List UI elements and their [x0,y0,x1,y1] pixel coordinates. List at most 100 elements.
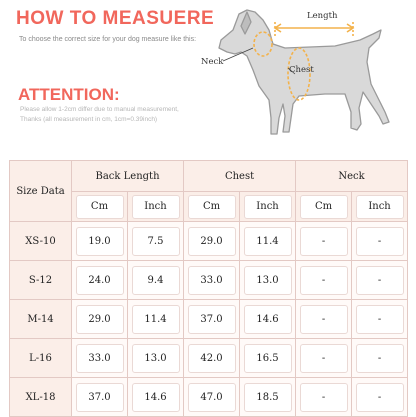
neck-cm-header: Cm [299,194,348,219]
back-length-cm-value: 37.0 [75,382,124,412]
unit-header: Cm [71,191,128,222]
neck-inch-value: - [355,382,404,412]
neck-inch-header: Inch [355,194,404,219]
neck-cm-value: - [299,226,348,256]
attention-note: Please allow 1-2cm differ due to manual … [20,105,220,125]
back-length-cm-header: Cm [75,194,124,219]
size-label: L-16 [9,338,72,378]
size-label: XS-10 [9,221,72,261]
chest-inch-value: 13.0 [243,265,292,295]
size-label: S-12 [9,260,72,300]
table-cell: 33.0 [183,260,241,300]
table-cell: - [295,299,353,339]
chest-cm-value: 37.0 [187,304,236,334]
chest-inch-value: 18.5 [243,382,292,412]
attention-note-line-1: Please allow 1-2cm differ due to manual … [20,106,179,113]
table-row: XS-10 19.0 7.5 29.0 11.4 - - [9,221,409,261]
table-cell: 47.0 [183,377,241,417]
chest-cm-value: 29.0 [187,226,236,256]
measure-instructions: To choose the correct size for your dog … [19,36,197,43]
table-cell: 37.0 [71,377,128,417]
table-cell: 29.0 [183,221,241,261]
unit-header: Inch [239,191,297,222]
back-length-inch-value: 9.4 [131,265,180,295]
neck-cm-value: - [299,265,348,295]
size-chart-table: Size Data Back Length Chest Neck Cm Inch… [9,160,409,417]
size-label: XL-18 [9,377,72,417]
neck-inch-value: - [355,226,404,256]
table-cell: 42.0 [183,338,241,378]
table-cell: 9.4 [127,260,185,300]
neck-header: Neck [295,160,409,192]
neck-cm-value: - [299,343,348,373]
table-cell: 37.0 [183,299,241,339]
measurement-leaders [222,47,296,75]
page-title: HOW TO MEASUERE [16,8,215,29]
unit-header: Cm [295,191,353,222]
table-cell: 19.0 [71,221,128,261]
back-length-cm-value: 33.0 [75,343,124,373]
table-cell: - [295,338,353,378]
chest-inch-value: 16.5 [243,343,292,373]
table-row: M-14 29.0 11.4 37.0 14.6 - - [9,299,409,339]
size-label: M-14 [9,299,72,339]
table-cell: 13.0 [239,260,297,300]
dog-illustration [218,9,390,135]
chest-measure-loop [287,47,311,101]
table-cell: 24.0 [71,260,128,300]
back-length-cm-value: 29.0 [75,304,124,334]
chest-cm-value: 47.0 [187,382,236,412]
table-cell: 29.0 [71,299,128,339]
back-length-header: Back Length [71,160,185,192]
table-cell: - [351,338,409,378]
chest-cm-value: 42.0 [187,343,236,373]
neck-cm-value: - [299,304,348,334]
table-cell: 16.5 [239,338,297,378]
table-cell: 13.0 [127,338,185,378]
neck-measure-loop [253,31,273,57]
measurement-arrows [253,22,355,101]
table-unit-header-row: Cm Inch Cm Inch Cm Inch [10,191,409,222]
table-cell: 14.6 [127,377,185,417]
table-row: S-12 24.0 9.4 33.0 13.0 - - [9,260,409,300]
neck-cm-value: - [299,382,348,412]
back-length-inch-value: 14.6 [131,382,180,412]
chest-inch-header: Inch [243,194,292,219]
table-cell: - [351,299,409,339]
dog-measurement-diagram: Length Neck Chest [201,9,390,135]
back-length-inch-value: 7.5 [131,226,180,256]
attention-heading: ATTENTION: [18,85,120,104]
chest-inch-value: 14.6 [243,304,292,334]
table-cell: 7.5 [127,221,185,261]
unit-header: Cm [183,191,241,222]
chest-cm-header: Cm [187,194,236,219]
table-cell: - [295,221,353,261]
chest-header: Chest [183,160,297,192]
neck-label: Neck [201,57,224,67]
neck-inch-value: - [355,343,404,373]
table-cell: - [295,377,353,417]
table-row: XL-18 37.0 14.6 47.0 18.5 - - [9,377,409,417]
table-cell: 11.4 [239,221,297,261]
back-length-cm-value: 24.0 [75,265,124,295]
back-length-cm-value: 19.0 [75,226,124,256]
table-row: L-16 33.0 13.0 42.0 16.5 - - [9,338,409,378]
table-cell: - [351,221,409,261]
back-length-inch-value: 11.4 [131,304,180,334]
chest-inch-value: 11.4 [243,226,292,256]
chest-cm-value: 33.0 [187,265,236,295]
back-length-inch-header: Inch [131,194,180,219]
table-cell: - [351,260,409,300]
table-cell: 33.0 [71,338,128,378]
length-label: Length [307,11,338,21]
neck-inch-value: - [355,265,404,295]
size-data-header: Size Data [9,160,72,222]
chest-label: Chest [289,65,314,75]
unit-header: Inch [127,191,185,222]
neck-inch-value: - [355,304,404,334]
back-length-inch-value: 13.0 [131,343,180,373]
table-cell: - [295,260,353,300]
table-cell: - [351,377,409,417]
unit-header: Inch [351,191,409,222]
table-cell: 14.6 [239,299,297,339]
